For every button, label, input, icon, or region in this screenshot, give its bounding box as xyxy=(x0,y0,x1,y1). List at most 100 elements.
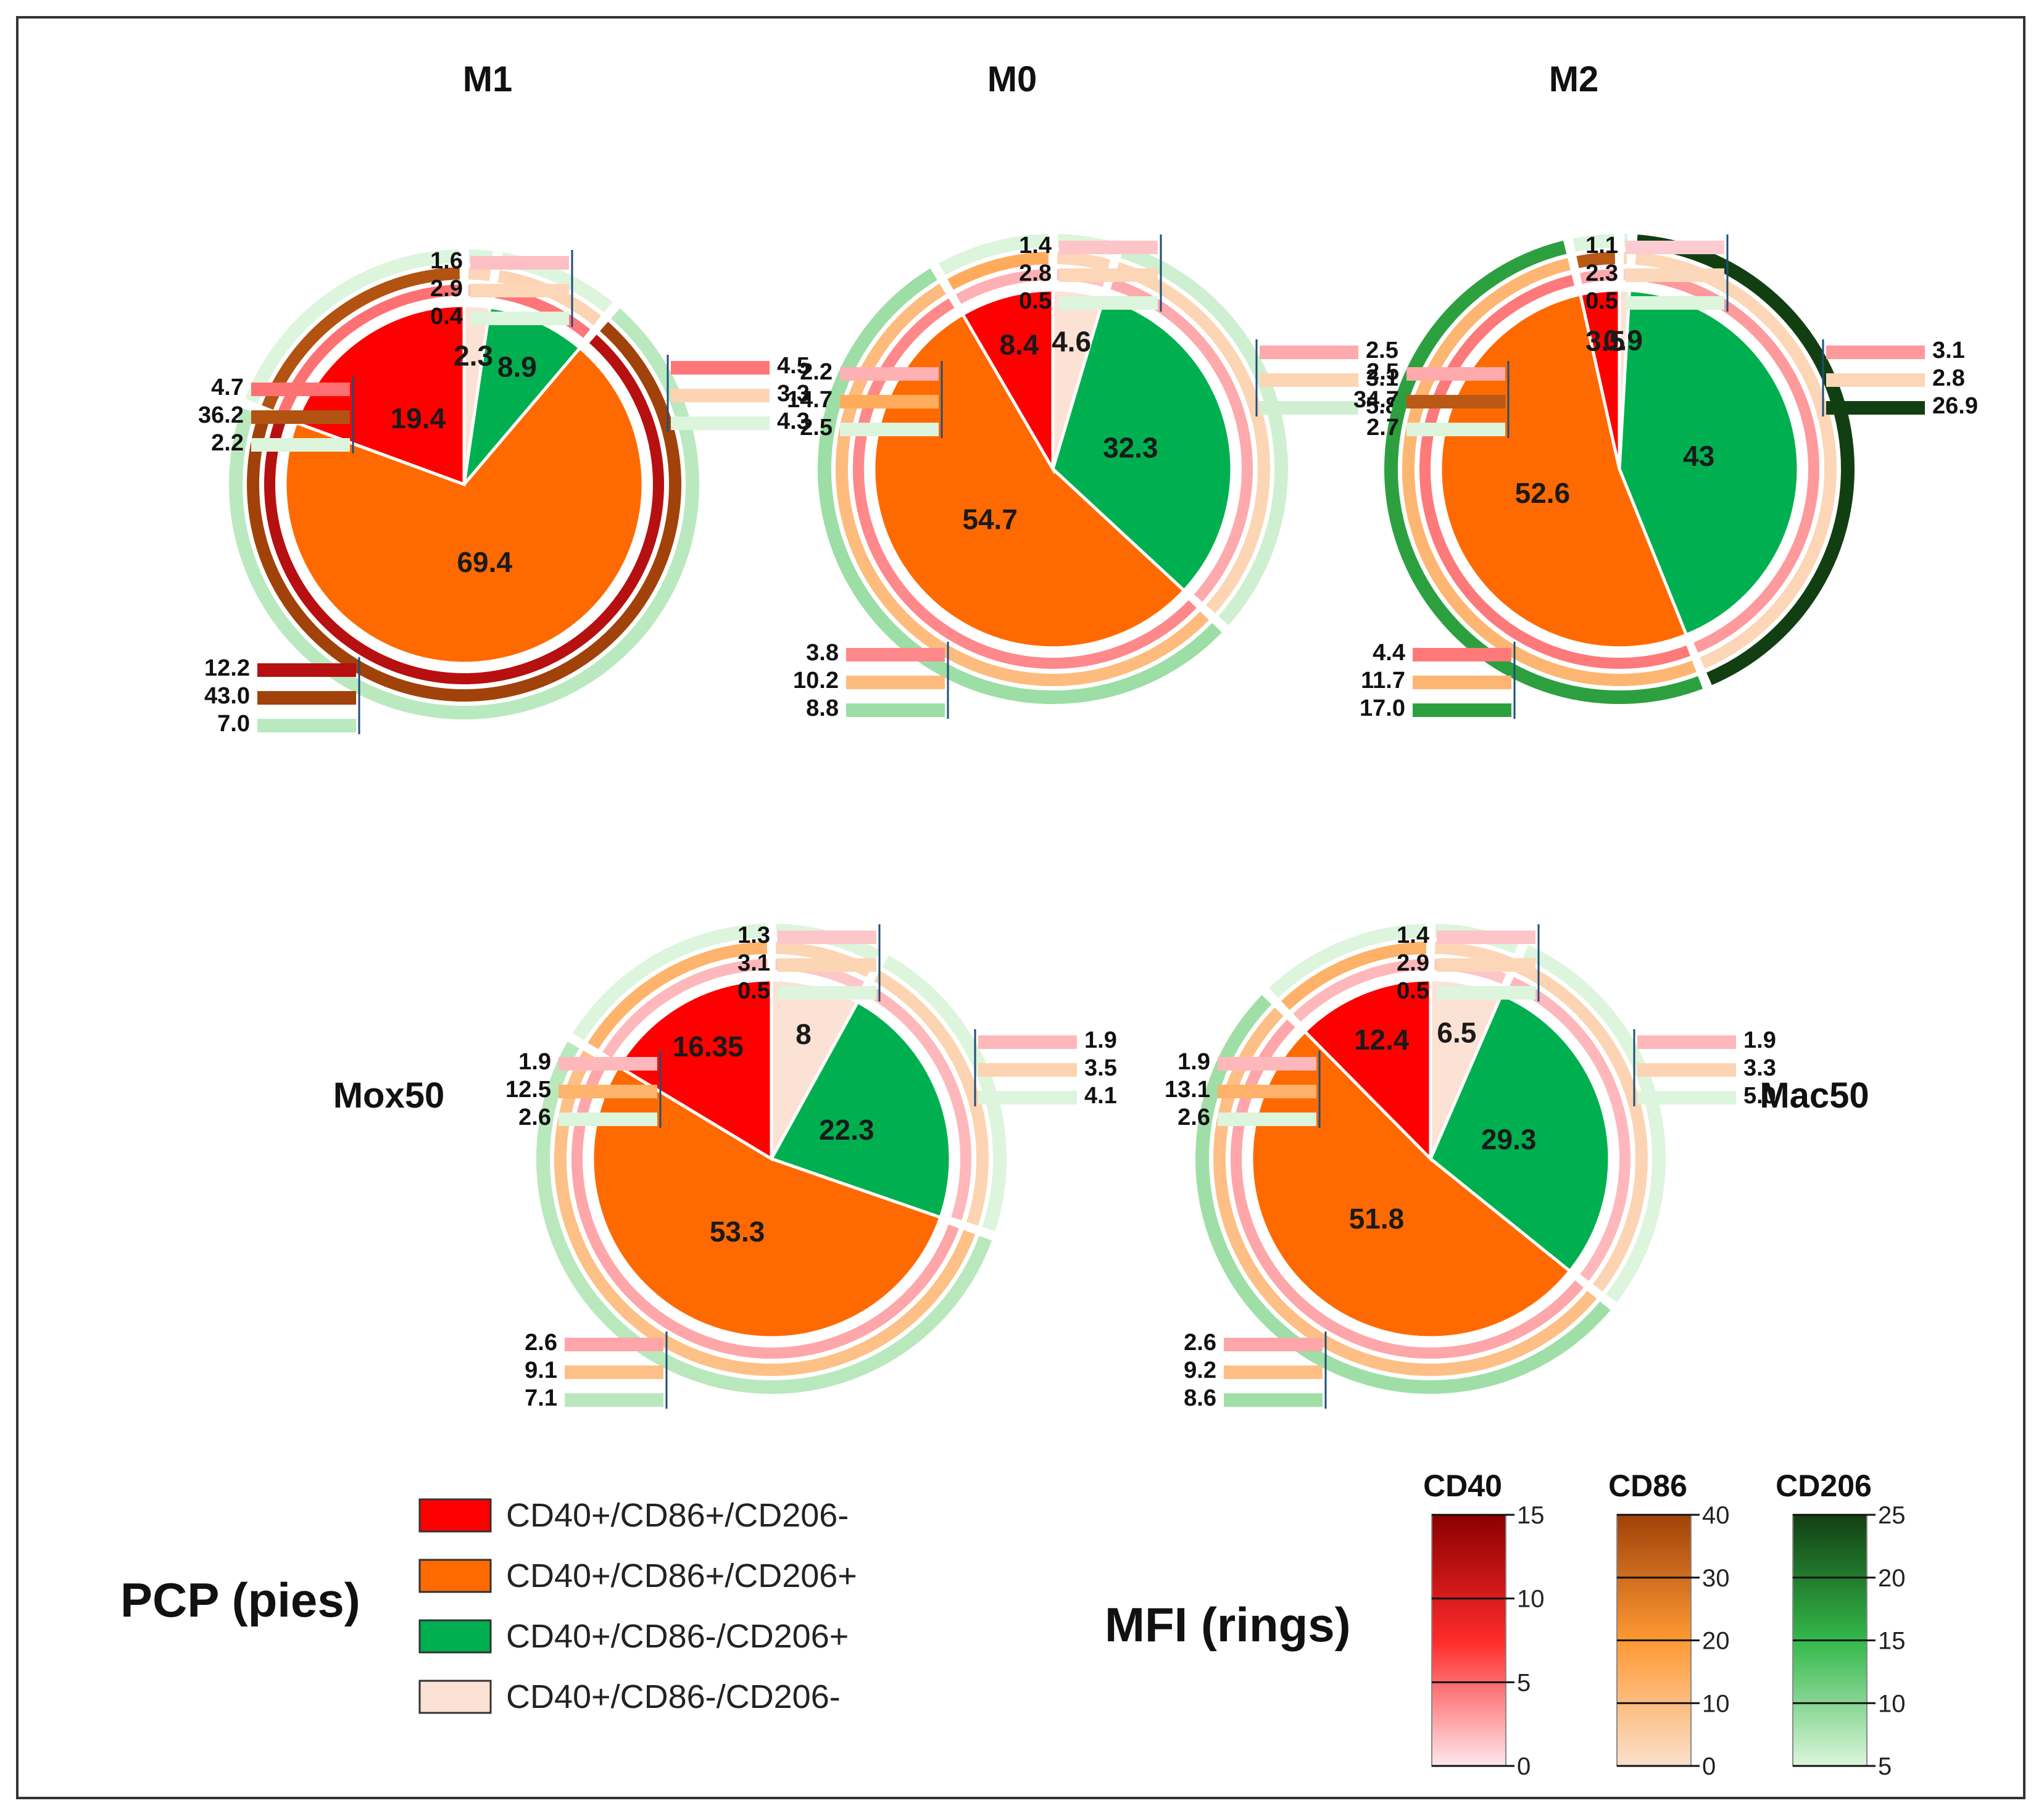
flag-bar-cd86 xyxy=(1059,268,1158,282)
mfi-ring-cd206 xyxy=(229,308,699,719)
pie-value-label: 4.6 xyxy=(1052,325,1091,357)
mfi-ring-cd86 xyxy=(1057,252,1111,271)
flag-bar-cd206 xyxy=(840,423,939,436)
scale-tick-label: 25 xyxy=(1878,1502,1906,1529)
flag-value-label: 9.1 xyxy=(525,1357,557,1383)
flag-bar-cd206 xyxy=(559,1113,657,1126)
mfi-ring-cd40 xyxy=(264,334,664,684)
mfi-ring-cd86 xyxy=(1576,252,1616,268)
flag-value-label: 1.9 xyxy=(1743,1027,1776,1053)
flag-bar-cd206 xyxy=(1413,703,1511,717)
flag-bar-cd40 xyxy=(257,663,356,677)
flag-bar-cd206 xyxy=(978,1091,1077,1104)
flag-bar-cd206 xyxy=(565,1393,663,1407)
flag-bar-cd206 xyxy=(1260,401,1358,415)
mfi-ring-cd86 xyxy=(1635,252,1837,669)
flag-bar-cd86 xyxy=(1218,1085,1316,1098)
panel-title: Mac50 xyxy=(1759,1075,1869,1116)
flag-value-label: 1.4 xyxy=(1019,233,1052,259)
flag-value-label: 2.3 xyxy=(1585,260,1618,286)
flag-bar-cd40 xyxy=(1626,241,1724,254)
mfi-ring-cd86 xyxy=(1402,258,1697,686)
flag-bar-cd40 xyxy=(1218,1057,1316,1071)
flag-bar-cd206 xyxy=(1406,423,1505,436)
mfi-ring-cd86 xyxy=(588,942,768,1050)
flag-bar-cd40 xyxy=(671,361,770,375)
pie-slice xyxy=(770,978,860,1160)
flag-value-label: 3.1 xyxy=(1366,365,1398,391)
pie-slice xyxy=(1578,288,1621,470)
pie-slice xyxy=(591,1064,943,1340)
flag-bar-cd40 xyxy=(1437,930,1535,944)
flag-value-label: 2.7 xyxy=(1366,415,1399,441)
scale-tick-label: 5 xyxy=(1878,1753,1892,1780)
flag-value-label: 2.5 xyxy=(1366,338,1398,363)
flag-value-label: 4.1 xyxy=(1084,1083,1117,1109)
flag-bar-cd86 xyxy=(978,1063,1077,1077)
flag-value-label: 3.1 xyxy=(737,950,770,976)
flag-bar-cd86 xyxy=(1437,958,1535,972)
flag-value-label: 43.0 xyxy=(204,683,250,709)
flag-value-label: 14.7 xyxy=(787,387,833,413)
pie-slice xyxy=(1439,292,1689,650)
pie-value-label: 8 xyxy=(796,1018,812,1050)
flag-value-label: 11.7 xyxy=(1361,668,1405,694)
panel-m0: M04.632.354.78.41.42.80.52.53.15.83.810.… xyxy=(787,59,1398,721)
figure-frame xyxy=(16,16,2025,1799)
flag-bar-cd86 xyxy=(565,1365,663,1379)
scale-tick-label: 20 xyxy=(1702,1628,1730,1655)
flag-bar-cd206 xyxy=(1626,296,1724,310)
mfi-ring-cd206 xyxy=(1384,241,1703,704)
mfi-ring-cd40 xyxy=(1110,278,1253,602)
mfi-ring-cd86 xyxy=(1516,961,1648,1292)
pcp-legend: PCP (pies) CD40+/CD86+/CD206- CD40+/CD86+/… xyxy=(120,1497,857,1715)
flag-bar-cd40 xyxy=(1059,241,1158,254)
pie-value-label: 69.4 xyxy=(457,546,512,578)
mfi-ring-cd40 xyxy=(866,985,971,1220)
mfi-ring-cd206 xyxy=(1572,234,1615,252)
flag-value-label: 8.6 xyxy=(1184,1385,1216,1411)
scale-bar xyxy=(1431,1514,1506,1767)
flag-bar-cd86 xyxy=(559,1085,657,1098)
flag-value-label: 3.1 xyxy=(1932,338,1965,363)
flag-value-label: 1.9 xyxy=(1084,1027,1117,1053)
flag-bar-cd206 xyxy=(1637,1091,1736,1104)
panel-m1: M1 2.3 8.9 69.4 19.4 1.62.90.4 4.53.34.3 12.243… xyxy=(198,59,810,737)
flag-value-label: 0.5 xyxy=(1019,288,1052,314)
flag-bar-cd206 xyxy=(470,312,569,325)
flag-bar-cd206 xyxy=(778,986,876,1000)
pie-value-label: 29.3 xyxy=(1481,1124,1537,1156)
flag-bar-cd86 xyxy=(1413,676,1511,689)
flag-bar-cd40 xyxy=(1637,1035,1736,1049)
flag-bar-cd40 xyxy=(559,1057,657,1071)
pie-value-label: 43 xyxy=(1683,440,1714,472)
mfi-ring-cd40 xyxy=(1419,275,1690,669)
legend-swatch xyxy=(418,1680,492,1714)
legend-swatch xyxy=(418,1619,492,1654)
pie-slice xyxy=(294,304,466,487)
flag-value-label: 2.6 xyxy=(1178,1104,1210,1130)
flag-value-label: 4.4 xyxy=(1373,640,1405,666)
flag-value-label: 2.9 xyxy=(1397,950,1429,976)
flag-bar-cd40 xyxy=(565,1338,663,1351)
flag-value-label: 12.5 xyxy=(505,1077,551,1103)
flag-value-label: 4.7 xyxy=(211,375,244,400)
mfi-ring-cd206 xyxy=(572,924,767,1041)
flag-value-label: 26.9 xyxy=(1932,393,1978,419)
flag-value-label: 34.7 xyxy=(1353,387,1399,413)
flag-bar-cd40 xyxy=(778,930,876,944)
flag-bar-cd40 xyxy=(1406,367,1505,381)
scale-tick-label: 10 xyxy=(1517,1586,1545,1613)
pie-value-label: 52.6 xyxy=(1515,477,1571,509)
mfi-ring-cd86 xyxy=(1281,942,1427,1010)
pie-value-label: 22.3 xyxy=(819,1114,875,1146)
scale-header: CD40 xyxy=(1423,1469,1502,1503)
pie-slice xyxy=(1428,992,1611,1274)
pie-slice xyxy=(1051,295,1234,593)
legend-label: CD40+/CD86-/CD206+ xyxy=(506,1618,849,1655)
pie-value-label: 12.4 xyxy=(1354,1024,1410,1056)
flag-value-label: 3.3 xyxy=(777,381,810,407)
pie-slice xyxy=(769,1000,952,1220)
flag-bar-cd40 xyxy=(1224,1338,1323,1351)
